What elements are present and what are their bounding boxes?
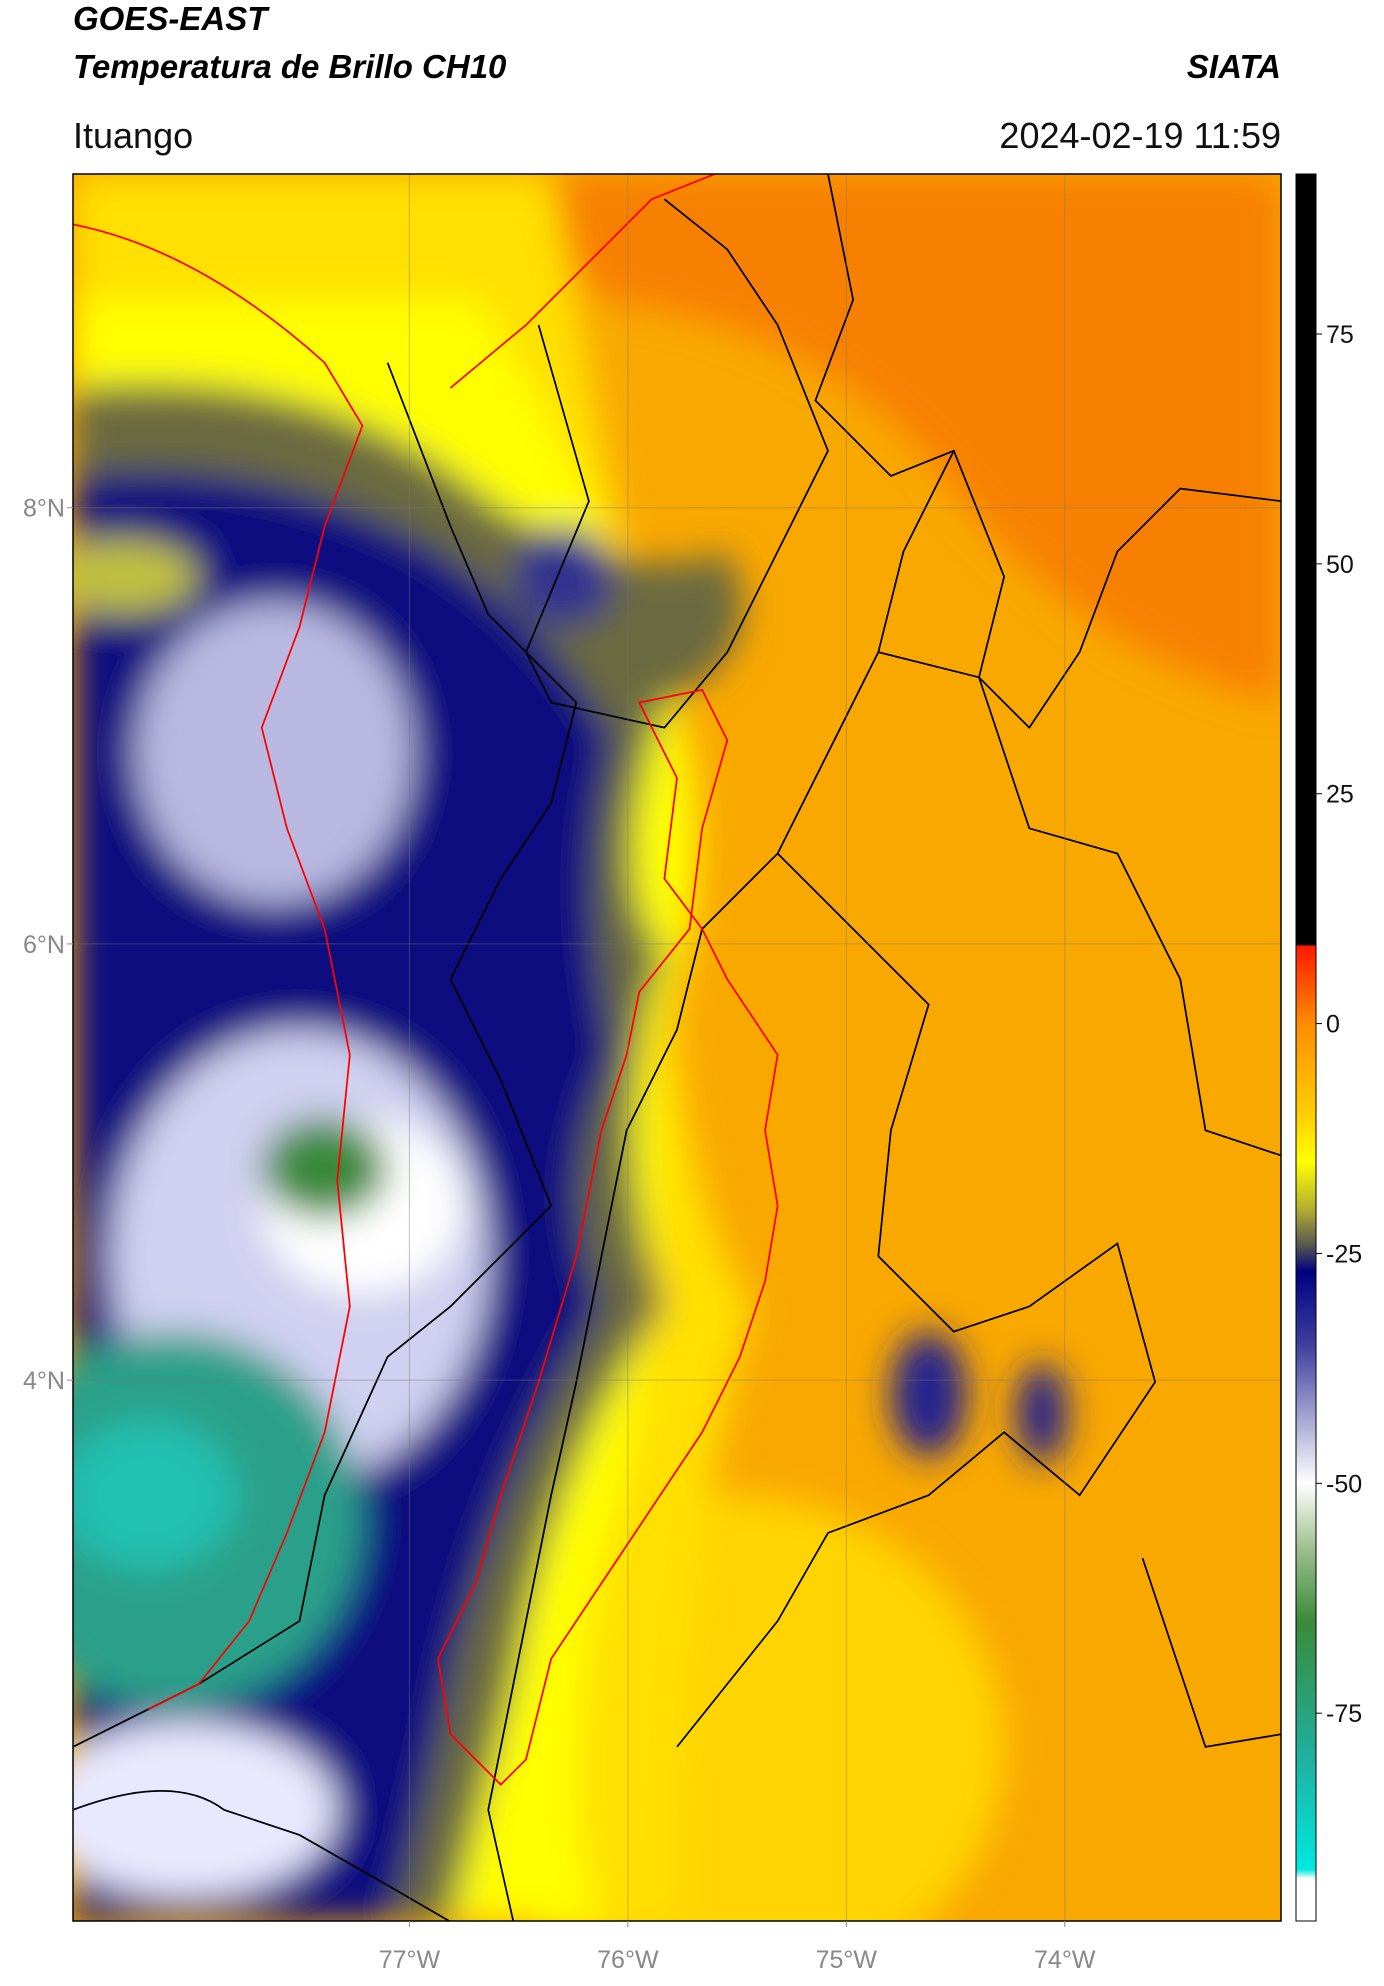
x-tick-label: 75°W bbox=[816, 1946, 878, 1974]
x-tick-label: 76°W bbox=[597, 1946, 659, 1974]
location: Ituango bbox=[73, 115, 193, 156]
colorbar-tick-label: -75 bbox=[1326, 1700, 1362, 1728]
y-tick-label: 8°N bbox=[23, 495, 65, 523]
source: SIATA bbox=[1187, 48, 1281, 85]
grid bbox=[73, 174, 1281, 1921]
y-tick-label: 6°N bbox=[23, 931, 65, 959]
colorbar-tick-label: 50 bbox=[1326, 551, 1354, 579]
colorbar-tick-label: 75 bbox=[1326, 321, 1354, 349]
title: GOES-EAST bbox=[73, 0, 270, 37]
colorbar-tick-label: 25 bbox=[1326, 781, 1354, 809]
map-frame bbox=[72, 173, 1282, 1922]
x-tick-label: 77°W bbox=[379, 1946, 441, 1974]
timestamp: 2024-02-19 11:59 bbox=[999, 115, 1281, 156]
colorbar bbox=[1295, 173, 1317, 1922]
colorbar-tick-label: -25 bbox=[1326, 1240, 1362, 1268]
y-tick-label: 4°N bbox=[23, 1367, 65, 1395]
subtitle: Temperatura de Brillo CH10 bbox=[73, 48, 507, 85]
colorbar-tick-label: -50 bbox=[1326, 1470, 1362, 1498]
satellite-image bbox=[73, 174, 1281, 1921]
colorbar-tick-label: 0 bbox=[1326, 1011, 1340, 1039]
x-tick-label: 74°W bbox=[1034, 1946, 1096, 1974]
